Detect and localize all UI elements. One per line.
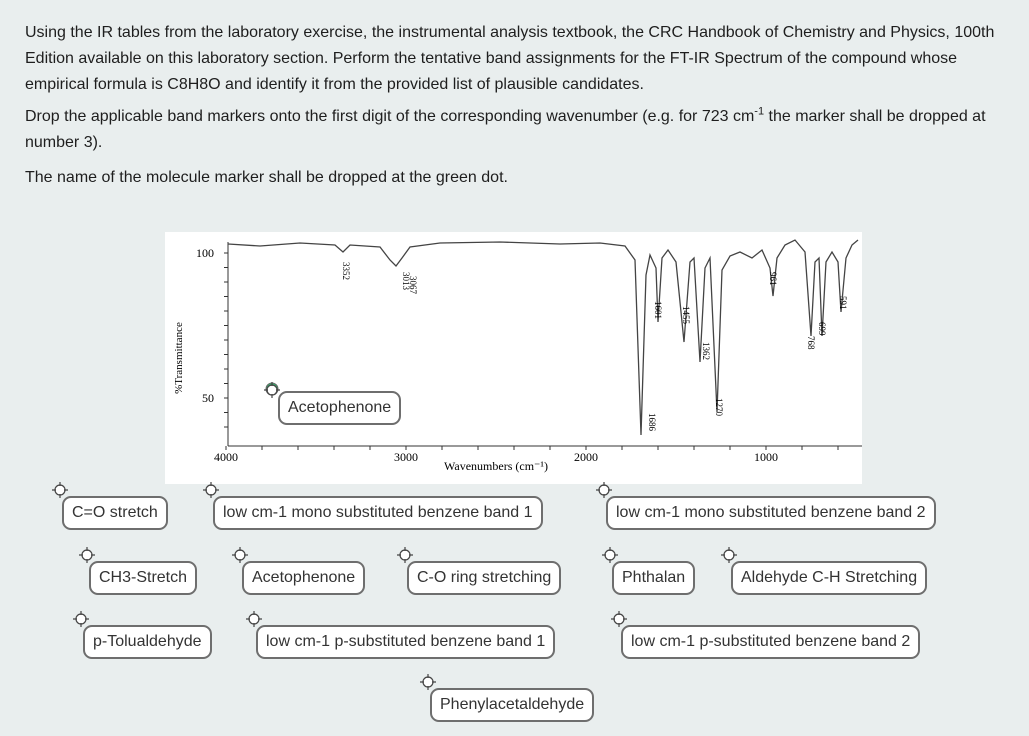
ir-spectrum: %Transmittance 100 50 4000 3000 2000 1000 Waven… — [165, 232, 862, 484]
drag-handle[interactable] — [203, 482, 219, 498]
spectrum-background — [165, 232, 862, 484]
x-tick-label: 3000 — [394, 450, 418, 464]
drag-handle[interactable] — [596, 482, 612, 498]
drag-handle[interactable] — [79, 547, 95, 563]
drag-handle[interactable] — [397, 547, 413, 563]
drag-handle[interactable] — [246, 611, 262, 627]
drag-handle[interactable] — [420, 674, 436, 690]
peak-label: 1455 — [681, 306, 691, 325]
instruction-text: Drop the applicable band markers onto th… — [25, 108, 755, 125]
drag-handle[interactable] — [232, 547, 248, 563]
x-tick-label: 2000 — [574, 450, 598, 464]
peak-label: 3067 — [408, 276, 418, 295]
x-axis-label: Wavenumbers (cm⁻¹) — [444, 459, 548, 473]
drag-handle[interactable] — [602, 547, 618, 563]
peak-label: 961 — [768, 272, 778, 286]
peak-label: 1686 — [647, 413, 657, 432]
peak-label: 3013 — [401, 272, 411, 291]
superscript: -1 — [754, 105, 765, 118]
x-tick-label: 4000 — [214, 450, 238, 464]
answer-marker[interactable]: low cm-1 mono substituted benzene band 2 — [606, 496, 936, 530]
spectrum-trace — [227, 239, 859, 436]
answer-marker[interactable]: C-O ring stretching — [407, 561, 562, 595]
drag-handle[interactable] — [73, 611, 89, 627]
answer-marker[interactable]: low cm-1 mono substituted benzene band 1 — [213, 496, 543, 530]
peak-label: 591 — [838, 296, 848, 310]
x-tick-label: 1000 — [754, 450, 778, 464]
answer-marker[interactable]: low cm-1 p-substituted benzene band 1 — [256, 625, 556, 659]
instruction-text: the marker shall be dropped at number 3)… — [25, 108, 986, 151]
peak-label: 3352 — [341, 262, 351, 280]
answer-marker[interactable]: Phenylacetaldehyde — [430, 688, 595, 722]
answer-marker[interactable]: p-Tolualdehyde — [83, 625, 212, 659]
drag-handle[interactable] — [52, 482, 68, 498]
y-tick-label: 50 — [202, 391, 214, 405]
instruction-text: Using the IR tables from the laboratory … — [25, 24, 995, 93]
drag-handle[interactable] — [721, 547, 737, 563]
y-axis-label: %Transmittance — [173, 322, 185, 394]
answer-marker[interactable]: C=O stretch — [62, 496, 168, 530]
answer-marker[interactable]: low cm-1 p-substituted benzene band 2 — [621, 625, 921, 659]
peak-label: 1601 — [653, 301, 663, 319]
answer-marker[interactable]: Aldehyde C-H Stretching — [731, 561, 928, 595]
answer-marker[interactable]: CH3-Stretch — [89, 561, 198, 595]
answer-marker[interactable]: Phthalan — [612, 561, 696, 595]
y-tick-label: 100 — [196, 246, 214, 260]
answer-marker[interactable]: Acetophenone — [242, 561, 366, 595]
peak-label: 699 — [817, 322, 827, 336]
placed-marker[interactable]: Acetophenone — [278, 391, 402, 425]
peak-label: 1270 — [714, 398, 724, 417]
instruction-text: The name of the molecule marker shall be… — [25, 169, 508, 186]
drag-handle[interactable] — [611, 611, 627, 627]
peak-label: 768 — [806, 336, 816, 350]
drag-handle[interactable] — [264, 382, 280, 398]
peak-label: 1362 — [701, 342, 711, 360]
instruction-text: Drop the applicable band markers onto th… — [25, 104, 1005, 156]
